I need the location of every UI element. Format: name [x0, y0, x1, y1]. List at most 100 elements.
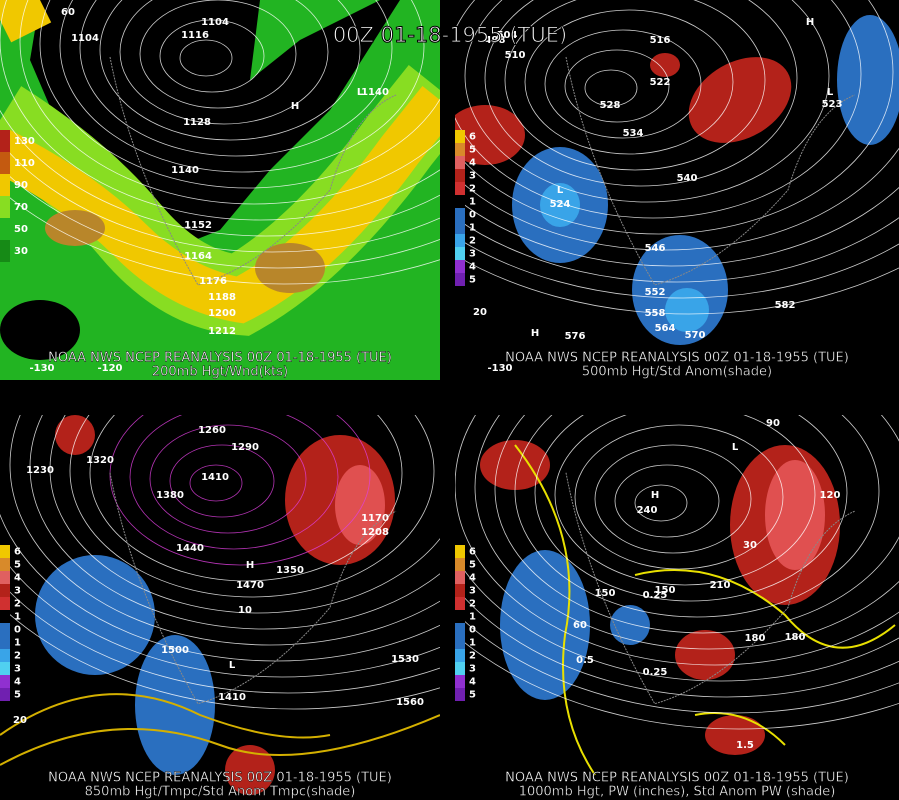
contour-label: 528: [600, 100, 621, 111]
legend-label: 90: [14, 180, 28, 191]
contour-label: 120: [820, 490, 841, 501]
legend-swatch: [455, 571, 465, 584]
legend-label: 4: [469, 262, 476, 273]
anomaly-shading: [480, 440, 550, 490]
anomaly-shading: [610, 605, 650, 645]
legend-label: 4: [469, 677, 476, 688]
legend-label: 3: [469, 171, 476, 182]
legend-swatch: [0, 597, 10, 610]
height-contour: [455, 611, 899, 714]
legend-swatch: [455, 182, 465, 195]
contour-label: -130: [29, 363, 54, 374]
contour-label: 210: [710, 580, 731, 591]
contour-label: 1208: [361, 527, 389, 538]
legend-label: 50: [14, 224, 28, 235]
legend-label: 3: [469, 664, 476, 675]
height-contour: [189, 464, 243, 502]
map-panel: 6543210123451260129013201350138014101440…: [0, 415, 440, 800]
contour-label: 1350: [276, 565, 304, 576]
contour-label: H: [531, 328, 539, 339]
legend-swatch: [455, 169, 465, 182]
height-contour: [0, 166, 440, 269]
map-title: 00Z 01-18-1955 (TUE): [333, 23, 567, 47]
height-contour: [69, 415, 435, 598]
legend-label: 2: [14, 651, 21, 662]
anomaly-shading: [514, 444, 596, 776]
contour-label: 1104: [201, 17, 229, 28]
legend-label: 1: [469, 197, 476, 208]
contour-label: 1410: [218, 692, 246, 703]
legend-label: 3: [469, 586, 476, 597]
map-panel: 130 110 90 70 50 30 60 1104 1116 1104 1128 1140 1152…: [0, 0, 440, 380]
legend-label: 70: [14, 202, 28, 213]
height-contour: [49, 415, 440, 614]
coastline: [565, 472, 855, 705]
anomaly-shading: [765, 460, 825, 570]
legend-swatch: [455, 273, 465, 286]
panel-caption: NOAA NWS NCEP REANALYSIS 00Z 01-18-1955 …: [505, 771, 849, 786]
height-contour: [59, 0, 425, 173]
contour-label: H: [651, 490, 659, 501]
contour-label: 10: [238, 605, 252, 616]
legend-swatch: [455, 234, 465, 247]
height-contour: [584, 69, 638, 107]
contour-label: 510: [505, 50, 526, 61]
legend-label: 6: [469, 132, 476, 143]
height-contour: [29, 415, 440, 630]
contour-label: 1.5: [736, 740, 754, 751]
height-contour: [524, 9, 734, 155]
legend-label: 4: [14, 573, 21, 584]
legend-swatch: [455, 610, 465, 623]
legend-label: 1: [469, 638, 476, 649]
anomaly-shading: [455, 105, 525, 165]
height-contour: [455, 0, 862, 219]
contour-label: 0.5: [576, 655, 594, 666]
contour-label: 1212: [208, 326, 236, 337]
panel-subcaption: 1000mb Hgt, PW (inches), Std Anom PW (sh…: [519, 785, 836, 800]
legend-swatch: [0, 571, 10, 584]
anomaly-shading: [665, 288, 709, 332]
legend-swatch: [455, 143, 465, 156]
legend-swatch: [455, 247, 465, 260]
legend-swatch: [455, 195, 465, 208]
legend-label: 0: [469, 210, 476, 221]
contour-label: 1128: [183, 117, 211, 128]
anomaly-shading: [35, 555, 155, 675]
contour-label: 1290: [231, 442, 259, 453]
contour-label: 498: [485, 35, 506, 46]
contour-label: 180: [785, 632, 806, 643]
contour-label: 1410: [201, 472, 229, 483]
panel-body: 6543210123451260129013201350138014101440…: [0, 415, 440, 800]
legend-swatch: [455, 208, 465, 221]
height-contour: [0, 0, 440, 221]
contour-label: L: [557, 185, 564, 196]
height-contour: [455, 186, 899, 267]
contour-label: 582: [775, 300, 796, 311]
legend-label: 1: [469, 612, 476, 623]
legend-swatch: [0, 130, 10, 152]
height-contour: [0, 189, 440, 285]
contour-label: 1164: [184, 251, 212, 262]
height-contour: [484, 0, 798, 187]
map-panel: 654321012345901201501802102400.250.51.5H…: [455, 415, 899, 800]
height-contour: [564, 49, 670, 123]
anomaly-shading: [705, 715, 765, 755]
legend-swatch: [455, 221, 465, 234]
contour-label: 1200: [208, 308, 236, 319]
height-contour: [455, 217, 899, 283]
contour-label: 524: [550, 199, 571, 210]
legend-label: 1: [14, 638, 21, 649]
legend-label: 5: [14, 560, 21, 571]
anomaly-shading: [694, 712, 786, 746]
contour-label: 1176: [199, 276, 227, 287]
panel-body: 654321012345901201501802102400.250.51.5H…: [455, 415, 899, 800]
panel-caption: NOAA NWS NCEP REANALYSIS 00Z 01-18-1955 …: [505, 351, 849, 366]
contour-label: 150: [655, 585, 676, 596]
anomaly-shading: [225, 745, 275, 795]
height-contour: [455, 236, 899, 299]
height-contour: [19, 0, 440, 205]
anomaly-shading: [837, 15, 899, 145]
contour-label: 1230: [26, 465, 54, 476]
legend-swatch: [0, 196, 10, 218]
